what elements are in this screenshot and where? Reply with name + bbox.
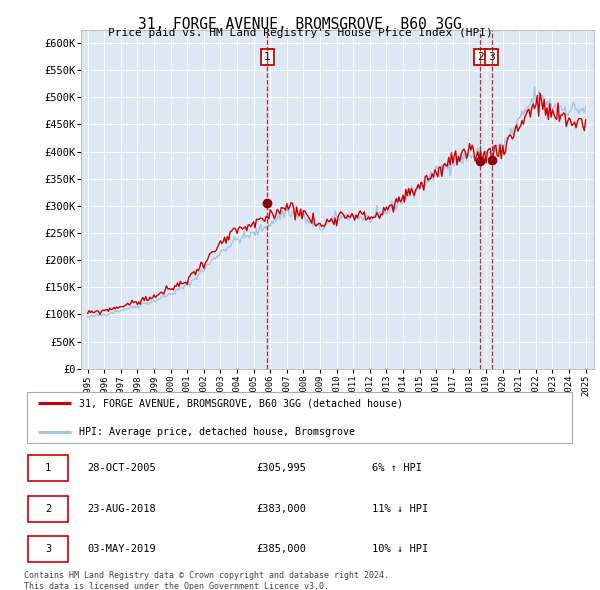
Text: 1: 1 bbox=[45, 463, 52, 473]
Text: Contains HM Land Registry data © Crown copyright and database right 2024.
This d: Contains HM Land Registry data © Crown c… bbox=[24, 571, 389, 590]
Text: 2: 2 bbox=[45, 504, 52, 514]
Text: 2: 2 bbox=[477, 52, 484, 61]
Text: £305,995: £305,995 bbox=[256, 463, 306, 473]
Text: 3: 3 bbox=[488, 52, 495, 61]
Text: HPI: Average price, detached house, Bromsgrove: HPI: Average price, detached house, Brom… bbox=[79, 427, 355, 437]
Text: 31, FORGE AVENUE, BROMSGROVE, B60 3GG (detached house): 31, FORGE AVENUE, BROMSGROVE, B60 3GG (d… bbox=[79, 398, 403, 408]
Text: Price paid vs. HM Land Registry's House Price Index (HPI): Price paid vs. HM Land Registry's House … bbox=[107, 28, 493, 38]
Text: 6% ↑ HPI: 6% ↑ HPI bbox=[372, 463, 422, 473]
Text: 11% ↓ HPI: 11% ↓ HPI bbox=[372, 504, 428, 514]
FancyBboxPatch shape bbox=[27, 392, 572, 443]
Text: 10% ↓ HPI: 10% ↓ HPI bbox=[372, 545, 428, 554]
FancyBboxPatch shape bbox=[28, 536, 68, 562]
Text: 03-MAY-2019: 03-MAY-2019 bbox=[88, 545, 156, 554]
Text: 1: 1 bbox=[264, 52, 271, 61]
Text: £383,000: £383,000 bbox=[256, 504, 306, 514]
Text: 3: 3 bbox=[45, 545, 52, 554]
Text: 23-AUG-2018: 23-AUG-2018 bbox=[88, 504, 156, 514]
Text: £385,000: £385,000 bbox=[256, 545, 306, 554]
FancyBboxPatch shape bbox=[28, 496, 68, 522]
FancyBboxPatch shape bbox=[28, 455, 68, 481]
Text: 31, FORGE AVENUE, BROMSGROVE, B60 3GG: 31, FORGE AVENUE, BROMSGROVE, B60 3GG bbox=[138, 17, 462, 31]
Text: 28-OCT-2005: 28-OCT-2005 bbox=[88, 463, 156, 473]
